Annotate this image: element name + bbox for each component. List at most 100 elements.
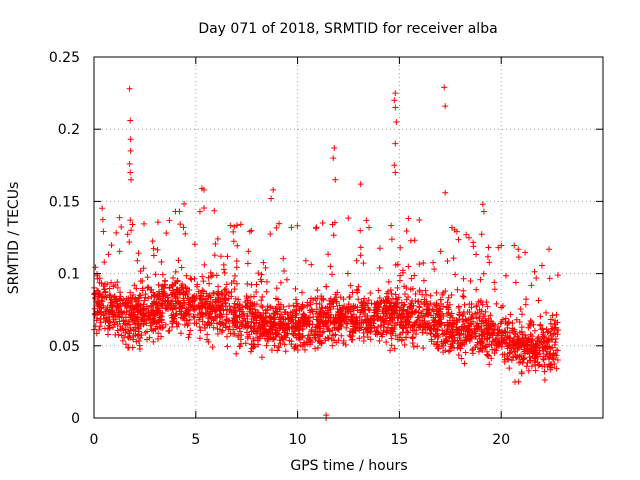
data-point — [290, 302, 297, 309]
data-point — [267, 323, 274, 330]
data-point — [283, 276, 290, 283]
data-point — [549, 336, 556, 343]
data-point — [307, 337, 314, 344]
data-point — [354, 289, 361, 296]
data-point — [332, 176, 339, 183]
data-point — [299, 289, 306, 296]
data-point — [117, 326, 124, 333]
data-point — [135, 328, 142, 335]
data-point — [105, 318, 112, 325]
data-point — [387, 303, 394, 310]
data-point — [144, 274, 151, 281]
data-point — [325, 251, 332, 258]
data-point — [355, 296, 362, 303]
data-point — [427, 326, 434, 333]
data-point — [498, 304, 505, 311]
data-point — [376, 264, 383, 271]
data-point — [258, 278, 265, 285]
data-point — [495, 339, 502, 346]
data-point — [201, 261, 208, 268]
data-point — [463, 317, 470, 324]
data-point — [293, 334, 300, 341]
data-point — [366, 224, 373, 231]
data-point — [129, 344, 136, 351]
data-point — [465, 328, 472, 335]
data-point — [281, 268, 288, 275]
data-point — [130, 333, 137, 340]
data-point — [212, 240, 219, 247]
data-point — [538, 326, 545, 333]
data-point — [198, 310, 205, 317]
data-point — [234, 222, 241, 229]
data-point — [108, 279, 115, 286]
data-point — [510, 354, 517, 361]
data-point — [204, 331, 211, 338]
data-point — [416, 303, 423, 310]
data-point — [483, 326, 490, 333]
data-point — [528, 333, 535, 340]
data-point — [271, 314, 278, 321]
data-point — [442, 103, 449, 110]
data-point — [296, 318, 303, 325]
data-point — [266, 312, 273, 319]
data-point — [137, 307, 144, 314]
data-point — [302, 257, 309, 264]
data-point — [551, 330, 558, 337]
data-point — [263, 288, 270, 295]
data-point — [211, 315, 218, 322]
data-point — [238, 311, 245, 318]
data-point — [157, 295, 164, 302]
data-point — [276, 220, 283, 227]
data-point — [473, 251, 480, 258]
data-point — [525, 336, 532, 343]
data-point — [315, 316, 322, 323]
data-point — [247, 323, 254, 330]
data-point — [280, 303, 287, 310]
data-point — [188, 276, 195, 283]
data-point — [313, 306, 320, 313]
data-point — [300, 312, 307, 319]
data-point — [104, 331, 111, 338]
data-point — [506, 365, 513, 372]
data-point — [541, 340, 548, 347]
data-point — [305, 314, 312, 321]
data-point — [544, 329, 551, 336]
data-point — [277, 340, 284, 347]
data-point — [353, 257, 360, 264]
data-point — [153, 299, 160, 306]
data-point — [396, 277, 403, 284]
data-point — [242, 340, 249, 347]
data-point — [307, 301, 314, 308]
data-point — [150, 338, 157, 345]
data-point — [277, 279, 284, 286]
data-point — [328, 336, 335, 343]
data-point — [475, 324, 482, 331]
data-point — [391, 97, 398, 104]
data-point — [395, 312, 402, 319]
data-point — [250, 335, 257, 342]
data-point — [318, 304, 325, 311]
data-point — [513, 316, 520, 323]
data-point — [553, 365, 560, 372]
data-point — [282, 348, 289, 355]
data-point — [532, 342, 539, 349]
data-point — [191, 302, 198, 309]
data-point — [448, 326, 455, 333]
data-point — [91, 311, 98, 318]
data-point — [347, 308, 354, 315]
data-point — [479, 301, 486, 308]
data-point — [423, 298, 430, 305]
data-point — [356, 313, 363, 320]
data-point — [304, 302, 311, 309]
data-point — [117, 289, 124, 296]
data-point — [101, 286, 108, 293]
data-point — [509, 338, 516, 345]
data-point — [125, 295, 132, 302]
data-point — [448, 291, 455, 298]
data-point — [309, 308, 316, 315]
data-point — [540, 329, 547, 336]
data-point — [333, 300, 340, 307]
data-point — [141, 297, 148, 304]
data-point — [183, 317, 190, 324]
data-point — [175, 321, 182, 328]
